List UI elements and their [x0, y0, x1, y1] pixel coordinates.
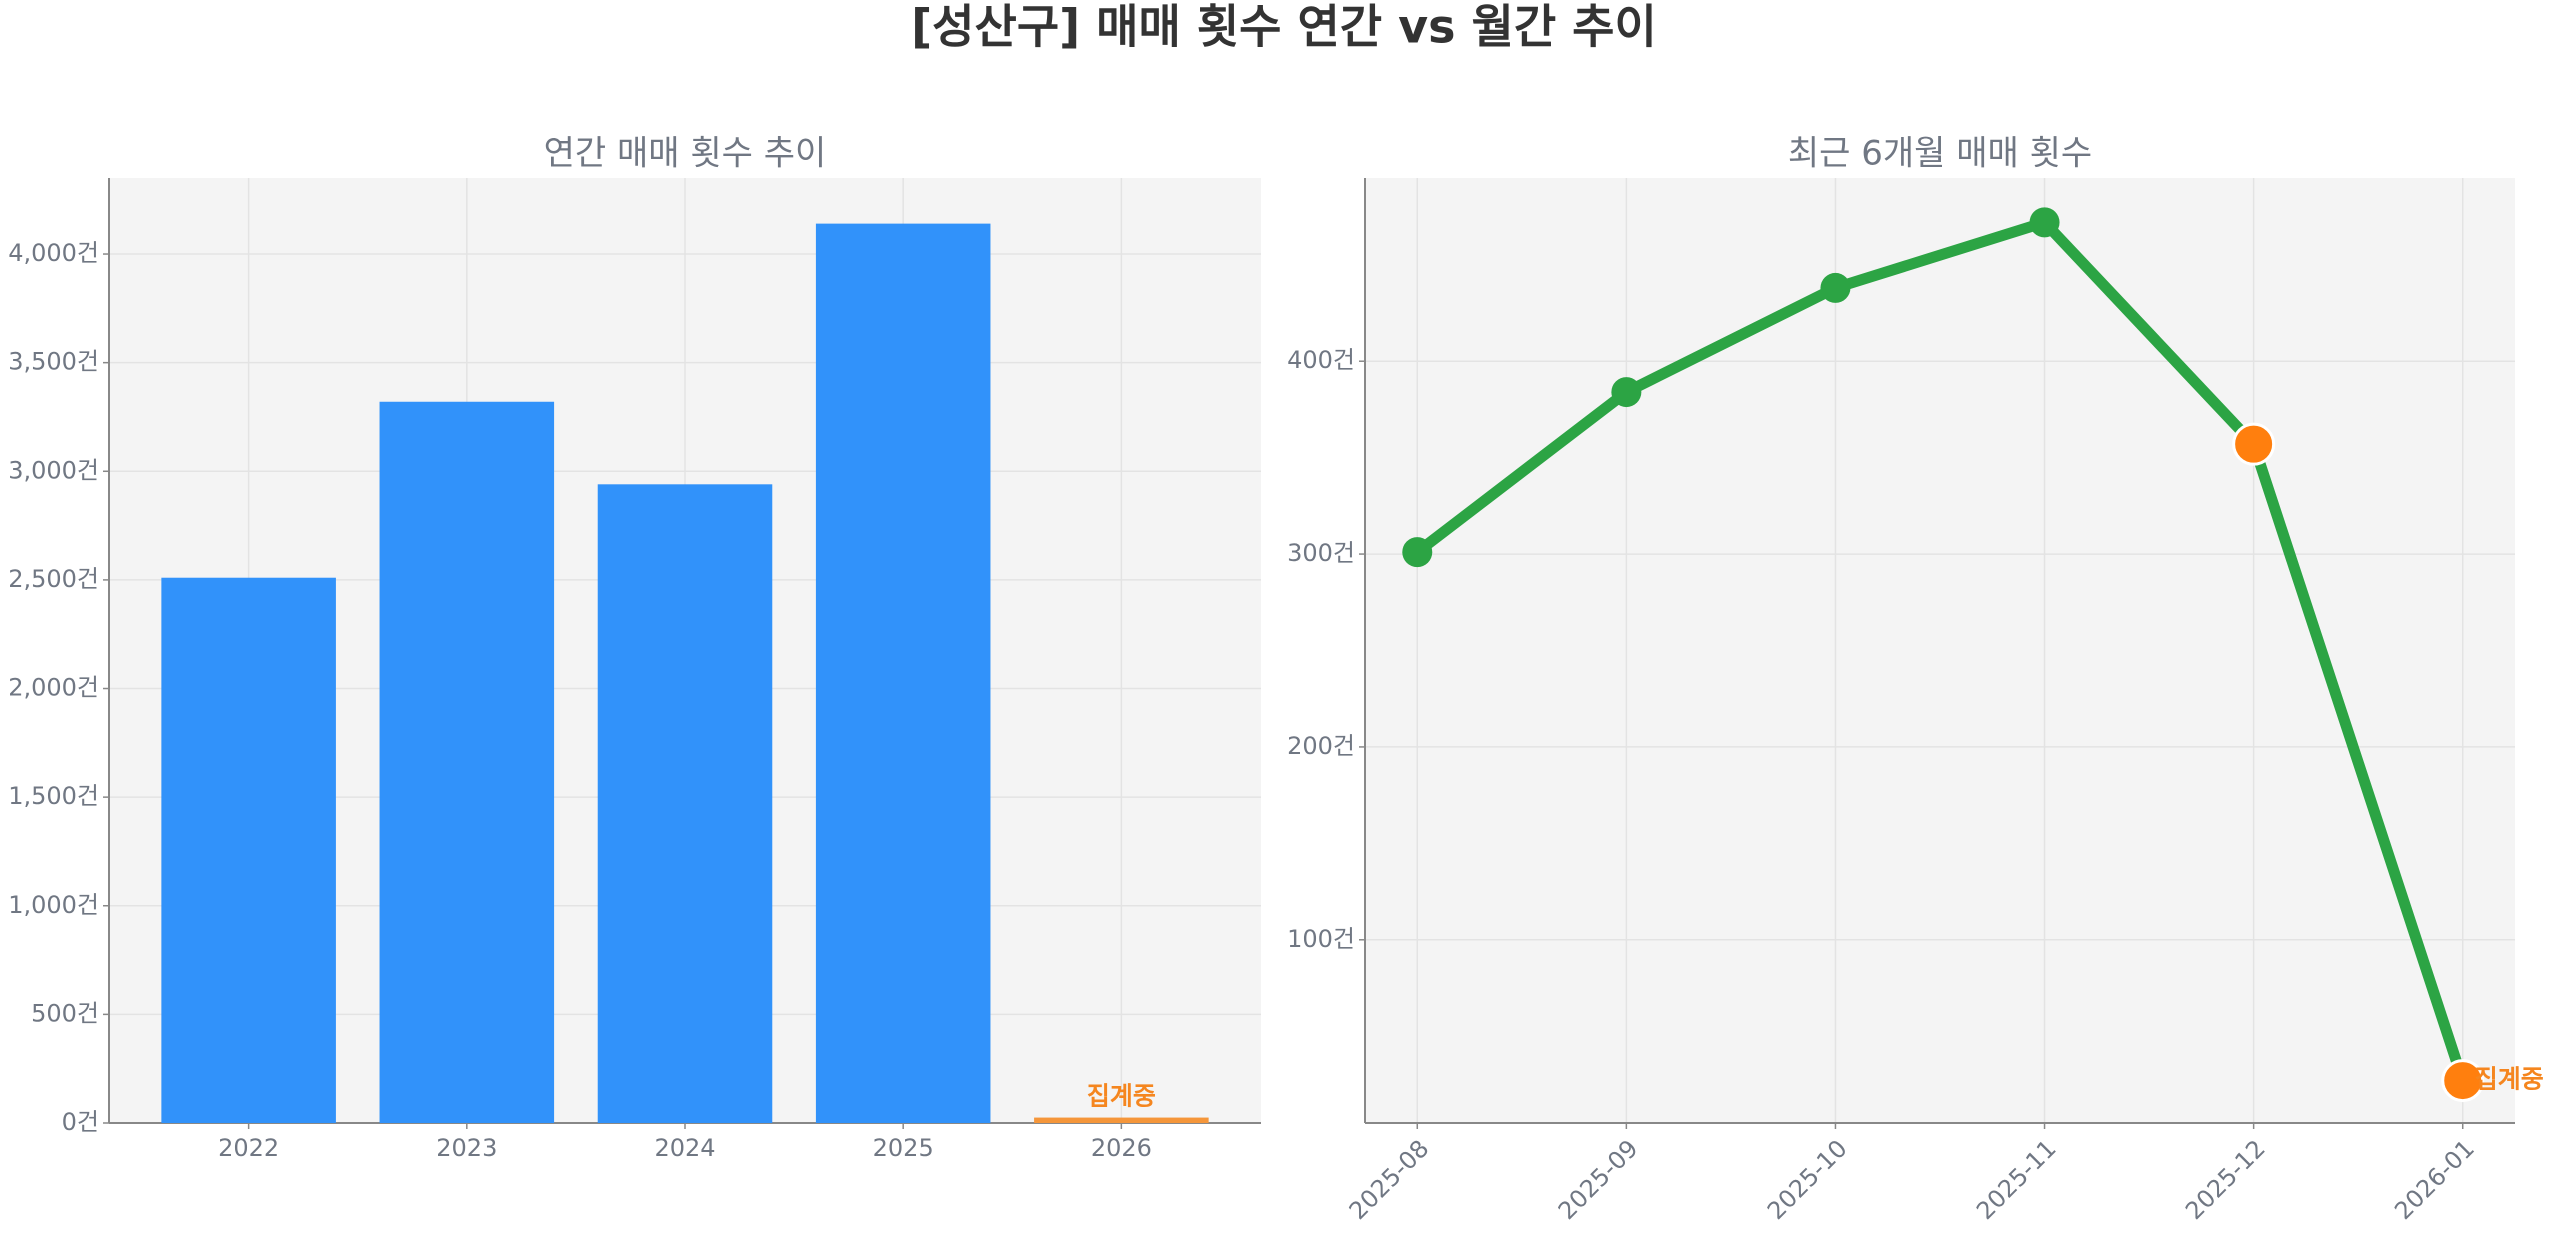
y-tick-label: 4,000건 [8, 239, 99, 267]
chart-panel: 최근 6개월 매매 횟수 100건 200건 300건 400건 2025-08 2025-… [1287, 134, 2544, 1226]
bar [597, 484, 773, 1124]
y-tick-label: 2,000건 [8, 674, 99, 702]
y-tick-label: 2,500건 [8, 565, 99, 593]
y-tick-label: 1,500건 [8, 782, 99, 810]
y-tick-label: 3,500건 [8, 348, 99, 376]
x-tick-label: 2026 [1091, 1134, 1152, 1162]
chart-title: 연간 매매 횟수 추이 [544, 134, 827, 174]
plot-area [1365, 178, 2515, 1123]
x-tick-label: 2023 [436, 1134, 497, 1162]
x-tick-label: 2025-10 [1762, 1134, 1853, 1225]
y-tick-label: 300건 [1287, 539, 1355, 567]
point [2029, 207, 2060, 238]
y-tick-label: 100건 [1287, 925, 1355, 953]
x-tick-label: 2026-01 [2389, 1134, 2480, 1225]
point [2441, 1059, 2485, 1103]
bar [815, 223, 991, 1123]
bar [379, 401, 555, 1123]
x-tick-label: 2025 [873, 1134, 934, 1162]
x-tick-label: 2024 [654, 1134, 715, 1162]
point [2232, 422, 2276, 466]
point [1820, 272, 1851, 303]
chart-title: 최근 6개월 매매 횟수 [1788, 134, 2092, 174]
bar [1034, 1117, 1209, 1123]
bar [161, 577, 336, 1123]
y-tick-label: 1,000건 [8, 891, 99, 919]
annotation: 집계중 [1087, 1082, 1156, 1111]
x-tick-label: 2025-08 [1344, 1134, 1435, 1225]
y-tick-label: 0건 [62, 1108, 99, 1136]
y-tick-label: 3,000건 [8, 456, 99, 484]
line [1413, 216, 2468, 1083]
x-tick-label: 2025-12 [2180, 1134, 2271, 1225]
y-tick-label: 500건 [31, 999, 99, 1027]
point [1611, 377, 1642, 408]
annotation: 집계중 [2475, 1065, 2544, 1094]
y-tick-label: 200건 [1287, 732, 1355, 760]
point [1402, 537, 1433, 568]
x-tick-label: 2025-11 [1971, 1134, 2062, 1225]
x-tick-label: 2025-09 [1553, 1134, 1644, 1225]
figure-title: [성산구] 매매 횟수 연간 vs 월간 추이 [911, 0, 1657, 54]
y-tick-label: 400건 [1287, 346, 1355, 374]
chart-panel: 연간 매매 횟수 추이 0건 500건 1,000건 1,500건 2,000건 2,500… [8, 134, 1261, 1162]
x-tick-label: 2022 [218, 1134, 279, 1162]
